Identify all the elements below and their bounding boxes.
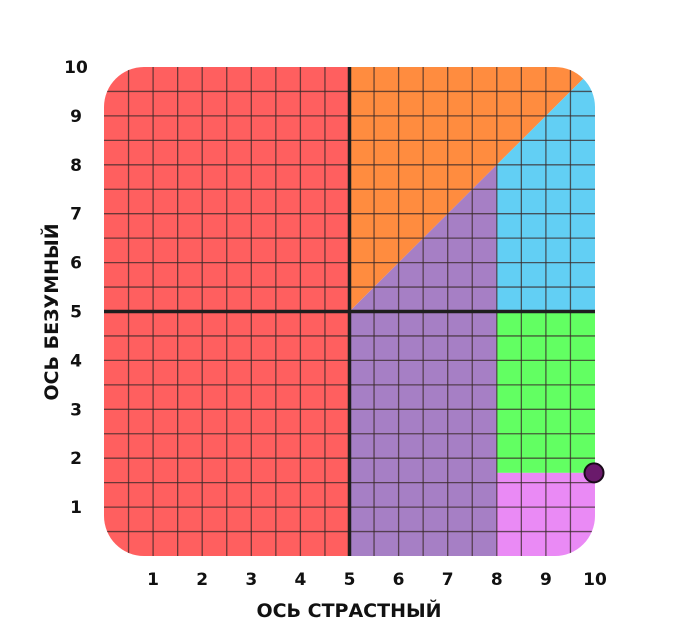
- y-tick-label: 6: [70, 254, 82, 274]
- x-tick-label: 8: [491, 570, 503, 590]
- x-tick-label: 5: [344, 570, 356, 590]
- y-tick-label: 10: [64, 58, 88, 78]
- x-axis-ticks: 1 2 3 4 5 6 7 8 9 10: [147, 570, 607, 590]
- center-axis-lines: [104, 67, 595, 556]
- data-point-marker: [583, 462, 605, 484]
- x-tick-label: 2: [196, 570, 208, 590]
- x-tick-label: 1: [147, 570, 159, 590]
- y-tick-label: 9: [70, 107, 82, 127]
- x-tick-label: 10: [583, 570, 607, 590]
- x-tick-label: 3: [245, 570, 257, 590]
- y-tick-label: 8: [70, 156, 82, 176]
- y-axis-title: ОСЬ БЕЗУМНЫЙ: [40, 223, 63, 400]
- y-tick-label: 5: [70, 303, 82, 323]
- x-tick-label: 7: [442, 570, 454, 590]
- y-tick-label: 1: [70, 498, 82, 518]
- y-axis-ticks: 1 2 3 4 5 6 7 8 9 10: [64, 58, 88, 518]
- y-tick-label: 2: [70, 449, 82, 469]
- x-tick-label: 4: [294, 570, 306, 590]
- x-tick-label: 6: [393, 570, 405, 590]
- data-points: [583, 462, 605, 484]
- y-tick-label: 3: [70, 400, 82, 420]
- y-tick-label: 4: [70, 351, 82, 371]
- x-tick-label: 9: [540, 570, 552, 590]
- x-axis-title: ОСЬ СТРАСТНЫЙ: [256, 599, 441, 622]
- y-tick-label: 7: [70, 205, 82, 225]
